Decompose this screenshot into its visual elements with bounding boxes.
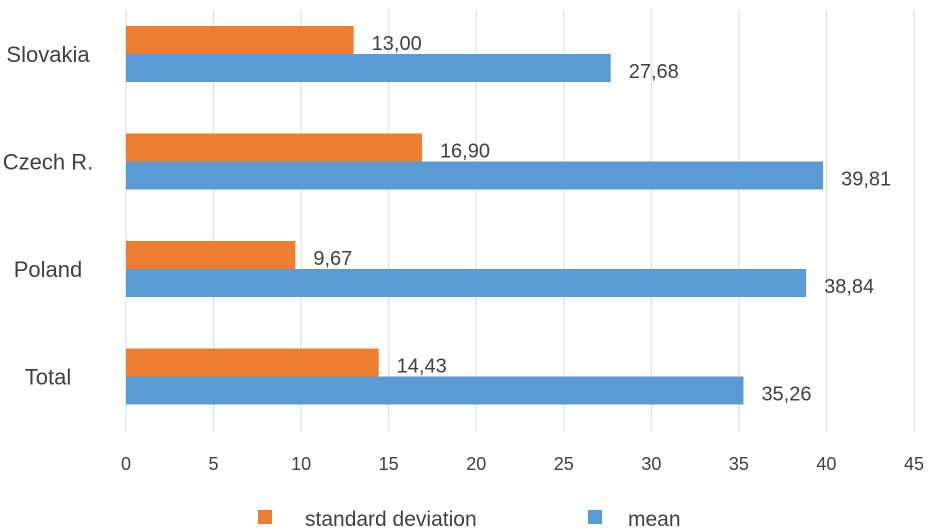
bars: [126, 26, 824, 405]
x-tick-label: 40: [816, 454, 836, 474]
category-labels: Slovakia Czech R. Poland Total: [3, 42, 93, 390]
legend-label: standard deviation: [305, 508, 477, 530]
x-tick-label: 5: [209, 454, 219, 474]
bar-standard-deviation: [126, 26, 354, 54]
x-tick-label: 0: [121, 454, 131, 474]
bar-mean: [126, 54, 611, 82]
bar-mean: [126, 161, 824, 190]
data-label: 14,43: [397, 356, 447, 378]
data-label: 39,81: [841, 169, 891, 191]
data-label: 35,26: [761, 384, 811, 406]
data-label: 38,84: [824, 276, 874, 298]
category-label: Poland: [14, 257, 83, 282]
data-label: 16,90: [440, 141, 490, 163]
data-labels: 13,00 27,68 16,90 39,81 9,67 38,84 14,43 35,26: [313, 33, 891, 406]
category-label: Total: [25, 365, 71, 390]
x-tick-label: 45: [904, 454, 924, 474]
x-tick-label: 10: [291, 454, 311, 474]
bar-mean: [126, 269, 807, 297]
legend-swatch: [588, 510, 602, 524]
data-label: 13,00: [372, 33, 422, 55]
category-label: Slovakia: [6, 42, 90, 67]
bar-standard-deviation: [126, 241, 296, 269]
x-tick-label: 35: [729, 454, 749, 474]
data-label: 27,68: [629, 61, 679, 83]
x-tick-label: 15: [379, 454, 399, 474]
x-tick-labels: 0 5 10 15 20 25 30 35 40 45: [121, 454, 924, 474]
x-tick-label: 30: [641, 454, 661, 474]
legend-label: mean: [628, 508, 681, 530]
x-tick-label: 20: [466, 454, 486, 474]
x-tick-label: 25: [554, 454, 574, 474]
bar-mean: [126, 376, 744, 405]
legend: standard deviation mean: [258, 508, 681, 530]
legend-swatch: [258, 510, 272, 524]
bar-standard-deviation: [126, 133, 422, 162]
bar-standard-deviation: [126, 348, 379, 377]
data-label: 9,67: [313, 248, 352, 270]
category-label: Czech R.: [3, 150, 93, 175]
